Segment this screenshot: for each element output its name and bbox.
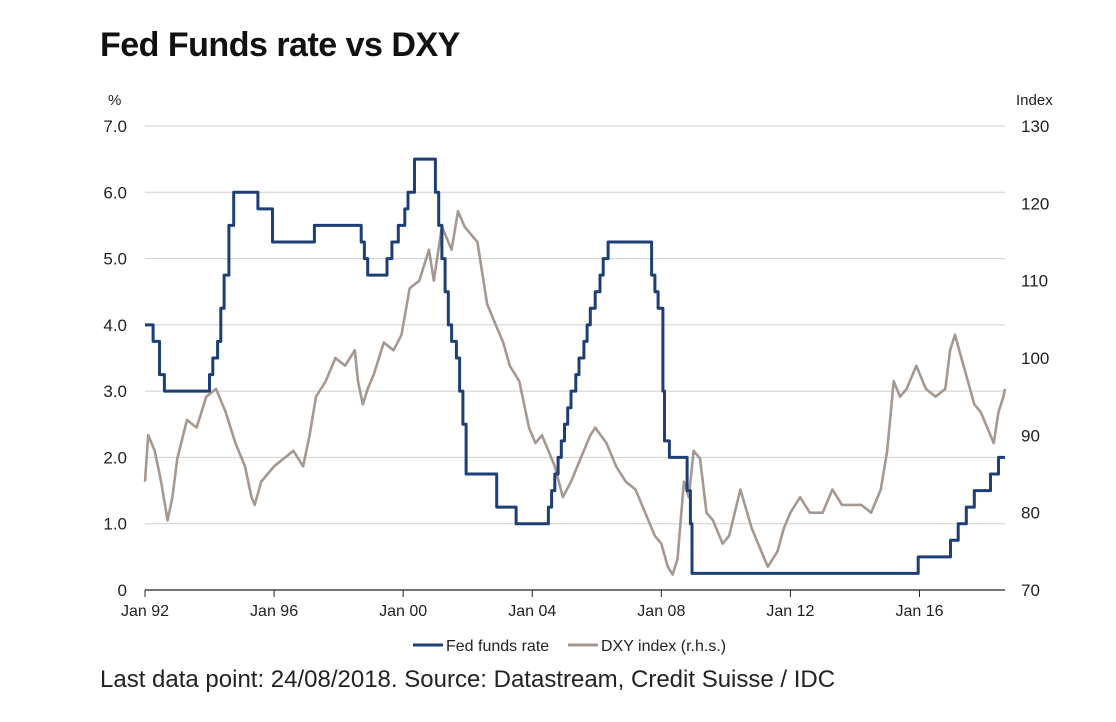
legend-dxy-label: DXY index (r.h.s.)	[601, 638, 726, 655]
y-left-unit-label: %	[108, 92, 121, 109]
y-left-tick-label: 3.0	[103, 382, 127, 401]
y-right-tick-label: 90	[1021, 426, 1040, 445]
y-right-unit-label: Index	[1016, 92, 1053, 109]
chart-title: Fed Funds rate vs DXY	[100, 26, 460, 64]
y-right-tick-label: 110	[1021, 272, 1048, 291]
y-right-tick-label: 80	[1021, 504, 1040, 523]
x-tick-label: Jan 04	[508, 603, 556, 620]
y-left-tick-label: 7.0	[103, 117, 127, 136]
dxy-index-line	[143, 209, 1007, 576]
x-tick-label: Jan 92	[121, 603, 169, 620]
x-tick-label: Jan 08	[637, 603, 685, 620]
y-left-tick-label: 2.0	[103, 448, 127, 467]
y-left-tick-label: 1.0	[103, 515, 127, 534]
gridlines	[145, 125, 1005, 525]
y-left-tick-label: 6.0	[103, 183, 127, 202]
y-right-tick-label: 120	[1021, 194, 1049, 213]
x-tick-label: Jan 96	[250, 603, 298, 620]
source-note: Last data point: 24/08/2018. Source: Dat…	[100, 666, 836, 693]
x-tick-label: Jan 16	[895, 603, 943, 620]
y-left-tick-label: 4.0	[103, 316, 127, 335]
series	[143, 157, 1007, 576]
legend: Fed funds rate DXY index (r.h.s.)	[413, 638, 726, 655]
fed-funds-rate-line	[145, 157, 1005, 575]
x-tick-label: Jan 00	[379, 603, 427, 620]
y-left-tick-label: 5.0	[103, 250, 127, 269]
y-left-tick-label: 0	[118, 581, 127, 600]
legend-fed-funds-label: Fed funds rate	[446, 638, 549, 655]
y-right-tick-label: 130	[1021, 117, 1049, 136]
axes: 0 1.0 2.0 3.0 4.0 5.0 6.0 7.0 70 80 90 100 110 120 130…	[103, 92, 1053, 620]
x-tick-label: Jan 12	[766, 603, 814, 620]
y-right-tick-label: 100	[1021, 349, 1049, 368]
y-right-tick-label: 70	[1021, 581, 1040, 600]
